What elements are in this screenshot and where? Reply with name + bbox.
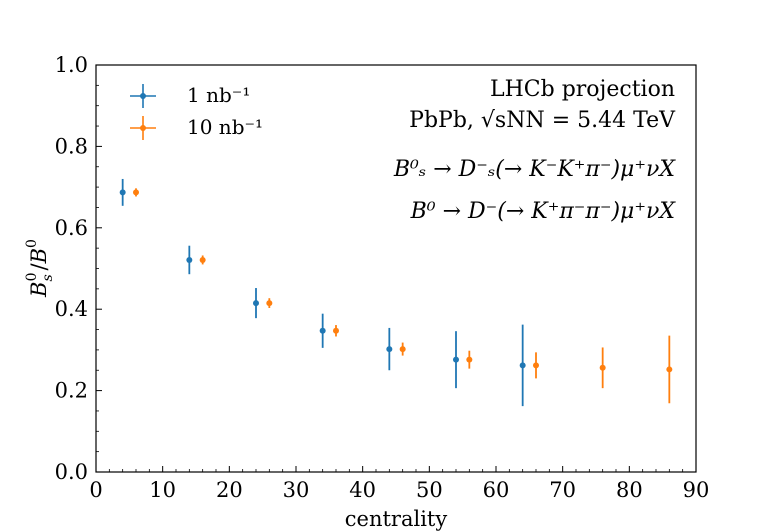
data-point — [186, 256, 193, 263]
data-point — [333, 327, 339, 334]
y-tick-label: 0.6 — [55, 216, 88, 240]
data-point — [666, 366, 673, 373]
x-axis: 0 10 20 30 40 50 60 70 80 90 — [89, 466, 709, 502]
annotation-lhcb-projection: LHCb projection — [490, 77, 675, 102]
annotation-collision-energy: PbPb, √sNN = 5.44 TeV — [409, 108, 676, 133]
data-point — [533, 362, 539, 369]
data-point — [466, 356, 473, 363]
y-tick-label: 0.8 — [55, 134, 88, 158]
x-tick-label: 50 — [416, 478, 443, 502]
y-tick-label: 0.2 — [55, 379, 88, 403]
x-tick-label: 0 — [89, 478, 102, 502]
x-tick-label: 60 — [483, 478, 510, 502]
x-tick-label: 90 — [683, 478, 710, 502]
data-point — [386, 346, 393, 353]
x-tick-label: 70 — [549, 478, 576, 502]
x-axis-label: centrality — [345, 507, 448, 531]
annotation-bs-decay: B⁰ₛ → D⁻ₛ(→ K⁻K⁺π⁻)μ⁺νX — [393, 157, 677, 182]
data-point — [253, 300, 259, 307]
data-point — [519, 362, 526, 369]
legend-entry: 10 nb⁻¹ — [130, 115, 263, 140]
legend-label: 10 nb⁻¹ — [187, 115, 263, 139]
y-tick-label: 0.0 — [55, 460, 88, 484]
data-point — [319, 327, 326, 334]
data-point — [453, 356, 459, 363]
y-axis: 0.0 0.2 0.4 0.6 0.8 1.0 — [55, 53, 102, 484]
data-point — [399, 346, 406, 353]
x-tick-label: 80 — [616, 478, 643, 502]
data-point — [199, 256, 206, 263]
legend-entry: 1 nb⁻¹ — [130, 83, 250, 108]
x-tick-label: 40 — [349, 478, 376, 502]
annotation-b0-decay: B⁰ → D⁻(→ K⁺π⁻π⁻)μ⁺νX — [410, 199, 677, 224]
x-tick-label: 30 — [283, 478, 310, 502]
y-axis-label: Bs0/B0 — [24, 239, 56, 298]
legend: 1 nb⁻¹ 10 nb⁻¹ — [130, 83, 263, 140]
data-point — [266, 300, 273, 307]
data-point — [133, 189, 139, 196]
data-point — [119, 189, 126, 196]
y-axis-label-group: Bs0/B0 — [24, 239, 56, 298]
series-1-nb- — [119, 178, 526, 407]
y-tick-label: 1.0 — [55, 53, 88, 77]
x-tick-label: 10 — [149, 478, 176, 502]
series-10-nb- — [133, 188, 673, 404]
legend-label: 1 nb⁻¹ — [187, 83, 250, 107]
y-tick-label: 0.4 — [55, 297, 88, 321]
data-series — [119, 178, 673, 407]
x-tick-label: 20 — [216, 478, 243, 502]
data-point — [599, 364, 606, 371]
